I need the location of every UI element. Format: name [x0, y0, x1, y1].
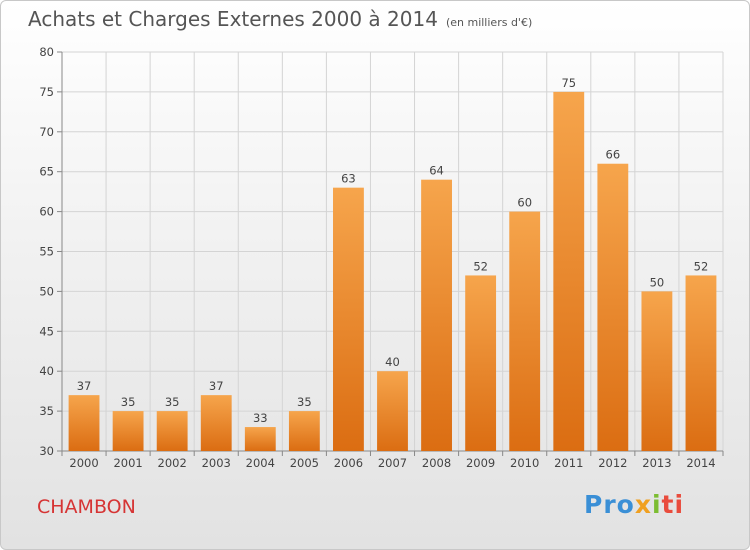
y-tick-label: 35: [39, 404, 54, 418]
x-tick-label-2013: 2013: [642, 456, 671, 470]
y-tick-label: 75: [39, 85, 54, 99]
y-tick-label: 50: [39, 284, 54, 298]
bar-2009: [465, 275, 497, 451]
bar-2008: [421, 179, 452, 451]
x-tick-label-2003: 2003: [202, 456, 231, 470]
y-tick-label: 30: [39, 444, 54, 458]
x-tick-label-2014: 2014: [686, 456, 715, 470]
y-tick-label: 65: [39, 165, 54, 179]
value-label-2014: 52: [694, 259, 709, 273]
y-tick-label: 45: [39, 324, 54, 338]
bar-layer: [68, 91, 717, 452]
value-label-2000: 37: [77, 379, 92, 393]
bar-2006: [333, 187, 364, 451]
value-label-2001: 35: [121, 395, 136, 409]
value-label-2013: 50: [650, 275, 665, 289]
bar-2005: [288, 411, 320, 451]
x-tick-label-2012: 2012: [598, 456, 627, 470]
bar-2001: [112, 411, 144, 451]
bar-2003: [200, 395, 232, 451]
x-tick-label-2011: 2011: [554, 456, 583, 470]
label-layer: 37 2000 35 2001 35 2002 37 2003 33 2004 35 2005 63 20…: [69, 76, 715, 470]
bar-2007: [377, 371, 408, 451]
y-tick-label: 40: [39, 364, 54, 378]
value-label-2009: 52: [473, 259, 488, 273]
x-tick-label-2001: 2001: [113, 456, 142, 470]
bar-2004: [244, 427, 276, 451]
y-tick-label: 55: [39, 245, 54, 259]
bar-2013: [641, 291, 673, 451]
title-row: Achats et Charges Externes 2000 à 2014 (e…: [28, 7, 532, 31]
y-tick-label: 60: [39, 205, 54, 219]
x-tick-label-2005: 2005: [290, 456, 319, 470]
bar-2010: [509, 211, 541, 451]
x-tick-label-2004: 2004: [246, 456, 275, 470]
value-label-2004: 33: [253, 411, 268, 425]
x-tick-label-2007: 2007: [378, 456, 407, 470]
value-label-2010: 60: [517, 196, 532, 210]
value-label-2005: 35: [297, 395, 312, 409]
bar-2014: [685, 275, 717, 451]
x-tick-label-2008: 2008: [422, 456, 451, 470]
commune-name: CHAMBON: [37, 496, 136, 518]
x-tick-label-2000: 2000: [69, 456, 98, 470]
bar-2011: [553, 91, 585, 452]
value-label-2012: 66: [606, 148, 621, 162]
value-label-2002: 35: [165, 395, 180, 409]
x-tick-label-2002: 2002: [158, 456, 187, 470]
x-tick-label-2009: 2009: [466, 456, 495, 470]
chart-title: Achats et Charges Externes 2000 à 2014: [28, 7, 438, 31]
y-tick-label: 80: [39, 45, 54, 59]
value-label-2003: 37: [209, 379, 224, 393]
bar-2012: [597, 163, 629, 451]
bar-2000: [68, 395, 100, 451]
bar-2002: [156, 411, 188, 451]
value-label-2008: 64: [429, 164, 444, 178]
x-tick-label-2006: 2006: [334, 456, 363, 470]
proxiti-logo[interactable]: Proxiti: [584, 490, 685, 519]
y-tick-label: 70: [39, 125, 54, 139]
value-label-2006: 63: [341, 172, 356, 186]
chart-subtitle: (en milliers d'€): [445, 16, 533, 29]
x-tick-label-2010: 2010: [510, 456, 539, 470]
value-label-2011: 75: [561, 76, 576, 90]
value-label-2007: 40: [385, 355, 400, 369]
